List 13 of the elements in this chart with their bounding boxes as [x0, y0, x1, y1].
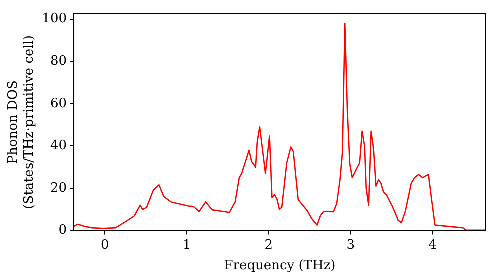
y-axis-title: Phonon DOS (States/THz·primitive cell) — [6, 35, 37, 210]
x-tick-label: 2 — [264, 238, 274, 253]
x-axis-title: Frequency (THz) — [224, 258, 336, 274]
x-tick-label: 4 — [428, 238, 437, 253]
x-tick-label: 3 — [346, 238, 355, 253]
x-tick-label: 1 — [182, 238, 192, 253]
x-tick-label: 0 — [100, 238, 110, 253]
y-tick-label: 20 — [50, 180, 68, 196]
y-tick-label: 40 — [50, 138, 68, 154]
y-tick-label: 0 — [58, 223, 68, 238]
y-tick-label: 60 — [50, 96, 68, 112]
y-tick-label: 100 — [42, 12, 68, 27]
y-tick-label: 80 — [50, 54, 68, 69]
